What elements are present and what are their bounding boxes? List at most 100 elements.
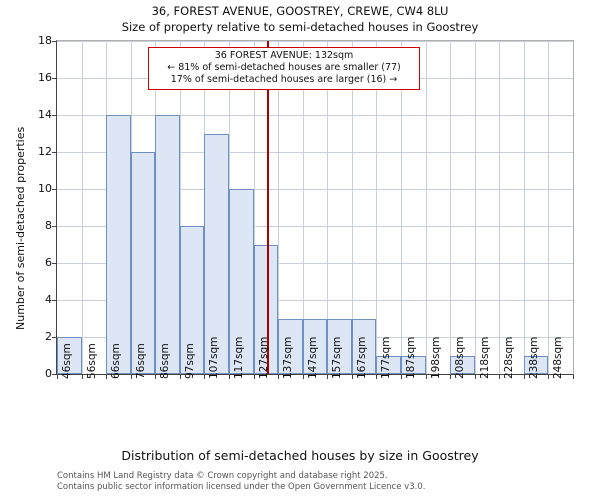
y-tick-label: 6 — [45, 256, 52, 269]
x-tick-mark — [327, 375, 329, 379]
x-tick-mark — [523, 375, 525, 379]
y-tick-label: 10 — [38, 182, 52, 195]
y-tick-mark — [52, 41, 56, 42]
x-tick-label: 167sqm — [355, 336, 368, 379]
y-tick-mark — [52, 337, 56, 338]
gridline-horizontal — [57, 300, 573, 301]
x-tick-mark — [573, 375, 574, 379]
x-tick-label: 198sqm — [429, 336, 442, 379]
y-tick-mark — [52, 374, 56, 375]
gridline-vertical — [499, 41, 501, 374]
footer-attribution: Contains HM Land Registry data © Crown c… — [57, 471, 597, 494]
x-tick-mark — [401, 375, 402, 379]
gridline-horizontal — [57, 115, 573, 116]
y-tick-label: 12 — [38, 145, 52, 158]
footer-line-2: Contains public sector information licen… — [57, 482, 426, 493]
y-axis-label: Number of semi-detached properties — [14, 126, 27, 330]
y-tick-mark — [52, 115, 56, 116]
y-tick-label: 4 — [45, 293, 52, 306]
y-tick-label: 2 — [45, 330, 52, 343]
x-tick-label: 147sqm — [306, 336, 319, 379]
y-tick-mark — [52, 189, 56, 190]
y-axis-ticks: 0 2 4 6 8 10 12 14 16 18 — [0, 0, 56, 500]
chart-subtitle: Size of property relative to semi-detach… — [121, 20, 479, 34]
x-tick-mark — [425, 375, 427, 379]
x-tick-mark — [81, 375, 83, 379]
x-tick-label: 127sqm — [257, 336, 270, 379]
bar — [302, 318, 328, 374]
x-tick-mark — [57, 375, 58, 379]
chart-title: 36, FOREST AVENUE, GOOSTREY, CREWE, CW4 … — [151, 4, 449, 18]
bar — [401, 355, 426, 374]
bar — [229, 189, 254, 374]
gridline-vertical — [351, 41, 353, 374]
gridline-horizontal — [57, 226, 573, 227]
gridline-vertical — [253, 41, 255, 374]
x-tick-label: 107sqm — [208, 336, 221, 379]
gridline-vertical — [327, 41, 329, 374]
gridline-horizontal — [57, 152, 573, 153]
bar-series — [57, 41, 573, 374]
bar — [179, 226, 205, 374]
x-tick-mark — [450, 375, 452, 379]
x-tick-label: 56sqm — [85, 343, 98, 379]
x-tick-label: 248sqm — [552, 336, 565, 379]
annotation-box: 36 FOREST AVENUE: 132sqm ← 81% of semi-d… — [148, 47, 420, 90]
x-tick-label: 177sqm — [380, 336, 393, 379]
x-tick-label: 208sqm — [454, 336, 467, 379]
x-tick-mark — [376, 375, 378, 379]
bar — [155, 115, 180, 374]
x-tick-mark — [474, 375, 476, 379]
x-tick-mark — [351, 375, 353, 379]
y-tick-label: 8 — [45, 219, 52, 232]
property-size-marker — [267, 41, 270, 374]
x-tick-label: 46sqm — [61, 343, 73, 379]
annotation-line-1: 36 FOREST AVENUE: 132sqm — [214, 50, 354, 61]
gridline-vertical — [81, 41, 83, 374]
x-axis-label: Distribution of semi-detached houses by … — [121, 448, 479, 463]
gridline-vertical — [179, 41, 181, 374]
annotation-line-3: 17% of semi-detached houses are larger (… — [170, 73, 398, 85]
x-tick-mark — [155, 375, 157, 379]
bar — [204, 133, 229, 374]
y-tick-mark — [52, 263, 56, 264]
bar — [278, 318, 303, 374]
x-tick-mark — [302, 375, 304, 379]
bar — [450, 355, 475, 374]
gridline-horizontal — [57, 263, 573, 264]
x-tick-label: 137sqm — [282, 336, 295, 379]
x-tick-mark — [106, 375, 108, 379]
gridline-vertical — [523, 41, 525, 374]
gridline-vertical — [474, 41, 476, 374]
gridline-vertical — [425, 41, 427, 374]
x-tick-label: 228sqm — [503, 336, 516, 379]
y-tick-mark — [52, 152, 56, 153]
bar — [376, 355, 401, 374]
bar — [327, 318, 352, 374]
x-tick-label: 76sqm — [134, 343, 147, 379]
y-tick-mark — [52, 226, 56, 227]
x-tick-label: 187sqm — [405, 336, 417, 379]
footer-line-1: Contains HM Land Registry data © Crown c… — [57, 471, 388, 481]
gridline-vertical — [401, 41, 402, 374]
gridline-vertical — [548, 41, 550, 374]
plot-area — [56, 40, 574, 375]
gridline-horizontal — [57, 189, 573, 190]
bar — [130, 152, 156, 374]
y-tick-label: 0 — [45, 367, 52, 380]
bar — [523, 355, 549, 374]
bar — [253, 244, 279, 374]
bar — [351, 318, 377, 374]
gridline-vertical — [376, 41, 378, 374]
x-tick-label: 66sqm — [110, 343, 123, 379]
y-tick-mark — [52, 300, 56, 301]
y-tick-label: 14 — [38, 108, 52, 121]
bar — [57, 337, 82, 374]
x-tick-mark — [548, 375, 550, 379]
x-tick-mark — [229, 375, 230, 379]
y-tick-label: 18 — [38, 34, 52, 47]
gridline-vertical — [302, 41, 304, 374]
bar — [106, 115, 131, 374]
